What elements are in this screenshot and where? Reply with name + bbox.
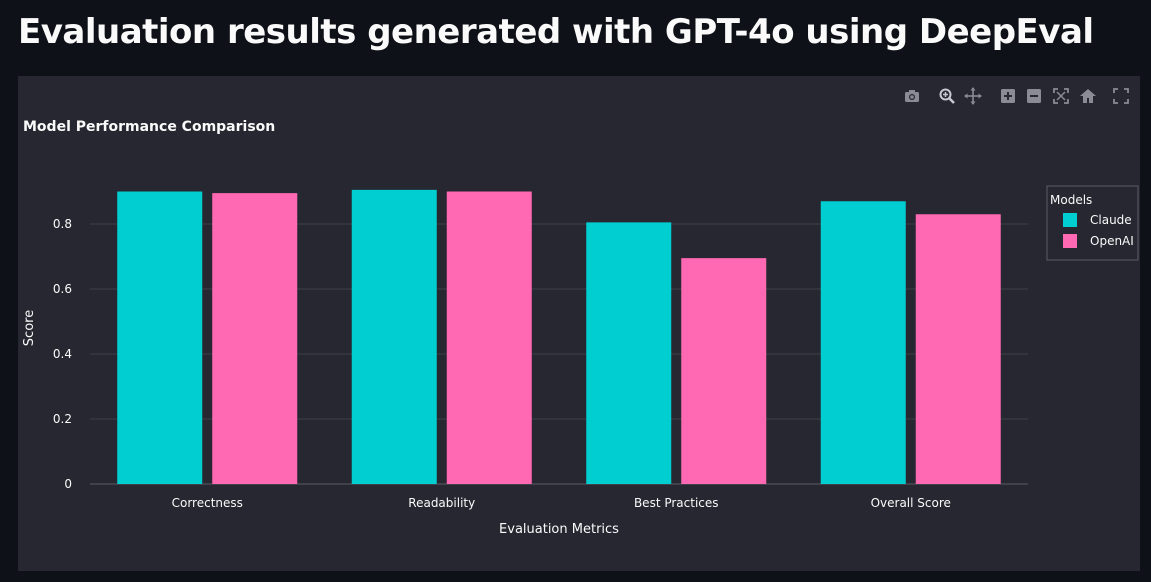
- y-tick-label: 0.2: [53, 412, 72, 426]
- legend-label-claude[interactable]: Claude: [1090, 213, 1132, 227]
- bar-openai-overall-score[interactable]: OpenAI: 0.83: [915, 214, 1001, 484]
- autoscale-icon[interactable]: [1051, 86, 1071, 106]
- y-tick-label: 0.8: [53, 217, 72, 231]
- x-tick-label: Correctness: [172, 496, 243, 510]
- legend-box: [1046, 185, 1139, 261]
- x-tick-label: Overall Score: [871, 496, 951, 510]
- zoom-icon[interactable]: [937, 86, 957, 106]
- y-axis-title: Score: [22, 310, 37, 346]
- y-tick-label: 0.6: [53, 282, 72, 296]
- zoom-in-icon[interactable]: [998, 86, 1018, 106]
- chart-title: Model Performance Comparison: [23, 119, 275, 135]
- bar-openai-readability[interactable]: OpenAI: 0.9: [446, 191, 532, 485]
- page-title: Evaluation results generated with GPT-4o…: [18, 12, 1094, 52]
- bar-claude-correctness[interactable]: Claude: 0.9: [117, 191, 203, 485]
- x-tick-label: Best Practices: [634, 496, 719, 510]
- pan-icon[interactable]: [963, 86, 983, 106]
- bar-openai-correctness[interactable]: OpenAI: 0.895: [212, 193, 298, 484]
- y-tick-label: 0: [64, 477, 72, 491]
- bar-openai-best-practices[interactable]: OpenAI: 0.695: [681, 258, 767, 484]
- zoom-out-icon[interactable]: [1024, 86, 1044, 106]
- chart-panel: Model Performance Comparison 0 0.2 0.4 0.6 0.…: [18, 76, 1140, 571]
- x-tick-label: Readability: [408, 496, 475, 510]
- legend-title: Models: [1050, 193, 1092, 207]
- fullscreen-icon[interactable]: [1111, 86, 1131, 106]
- legend-label-openai[interactable]: OpenAI: [1090, 234, 1134, 248]
- x-axis-title: Evaluation Metrics: [499, 522, 619, 537]
- chart-svg: Model Performance Comparison 0 0.2 0.4 0.6 0.…: [22, 119, 1139, 537]
- bar-claude-overall-score[interactable]: Claude: 0.87: [820, 201, 906, 484]
- home-icon[interactable]: [1078, 86, 1098, 106]
- bar-claude-best-practices[interactable]: Claude: 0.805: [586, 222, 672, 484]
- legend-swatch-openai[interactable]: [1063, 234, 1077, 248]
- y-tick-label: 0.4: [53, 347, 72, 361]
- legend-swatch-claude[interactable]: [1063, 213, 1077, 227]
- bar-claude-readability[interactable]: Claude: 0.905: [351, 189, 437, 484]
- camera-icon[interactable]: [902, 86, 922, 106]
